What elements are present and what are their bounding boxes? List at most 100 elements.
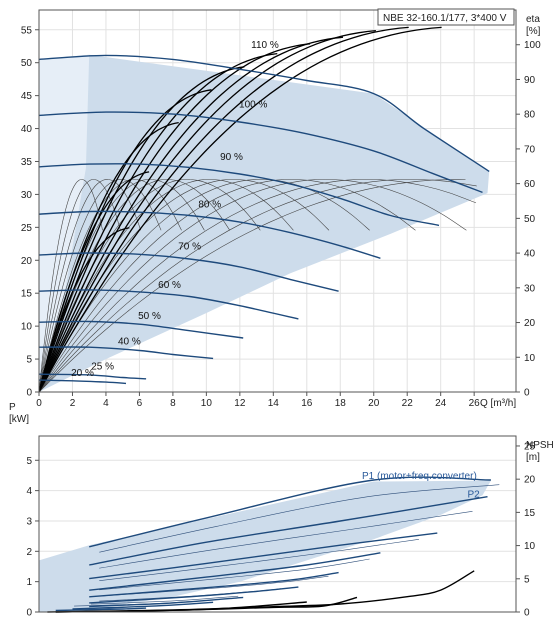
efficiency-curve-thin — [38, 179, 231, 393]
efficiency-curve-thin — [38, 179, 477, 393]
power-curve-label: P2 — [467, 489, 480, 500]
efficiency-curve-thin — [38, 179, 370, 393]
power-chart: P1 (motor+freq.converter)P20123450510152… — [9, 402, 554, 619]
power-curve-label: P1 (motor+freq.converter) — [362, 471, 477, 482]
y-tick-label: 5 — [26, 456, 32, 467]
efficiency-curve — [38, 26, 442, 393]
y2-axis-title: eta — [526, 14, 540, 25]
efficiency-curve-thin — [38, 179, 477, 393]
y2-tick-label: 60 — [524, 179, 536, 190]
y-tick-label: 3 — [26, 516, 32, 527]
speed-curve-label: 60 % — [158, 280, 181, 291]
power-curve — [72, 601, 214, 610]
speed-curve — [38, 373, 147, 380]
speed-curve-label: 25 % — [91, 362, 114, 373]
speed-curve — [38, 346, 214, 360]
power-curve — [89, 476, 491, 548]
power-curve-thin — [90, 595, 239, 605]
efficiency-curve-thin — [38, 179, 261, 393]
x-tick-label: 26 — [469, 398, 481, 409]
speed-curve — [38, 111, 483, 194]
y2-tick-label: 80 — [524, 110, 536, 121]
speed-curve — [38, 252, 339, 292]
y-tick-label: 25 — [21, 223, 33, 234]
efficiency-curve — [38, 66, 245, 393]
efficiency-curve-thin — [38, 179, 103, 393]
y-tick-label: 40 — [21, 124, 33, 135]
title-text: NBE 32-160.1/177, 3*400 V — [383, 13, 507, 24]
power-curve — [89, 532, 438, 580]
efficiency-curve — [38, 26, 409, 393]
y-tick-label: 50 — [21, 58, 33, 69]
y-tick-label: 4 — [26, 486, 32, 497]
speed-curve-label: 110 % — [251, 40, 279, 51]
speed-curve-label: 80 % — [198, 200, 221, 211]
efficiency-curve-thin — [38, 179, 466, 393]
x-tick-label: 22 — [402, 398, 414, 409]
y2-tick-label: 5 — [524, 574, 530, 585]
y2-tick-label: 15 — [524, 508, 536, 519]
head-chart: 110 %100 %90 %80 %70 %60 %50 %40 %25 %20… — [21, 9, 541, 409]
power-curve — [89, 552, 381, 591]
speed-curve-label: 40 % — [118, 337, 141, 348]
x-tick-label: 0 — [36, 398, 42, 409]
x-tick-label: 2 — [70, 398, 76, 409]
y2-tick-label: 20 — [524, 318, 536, 329]
y-tick-label: 30 — [21, 190, 33, 201]
y2-axis-title: [%] — [526, 26, 541, 37]
y2-axis-title: NPSH — [526, 440, 554, 451]
y2-tick-label: 25 — [524, 441, 536, 452]
y2-tick-label: 40 — [524, 249, 536, 260]
y-tick-label: 0 — [26, 608, 32, 619]
efficiency-curve-thin — [38, 179, 467, 393]
efficiency-curve — [38, 29, 376, 393]
operating-envelope — [39, 54, 490, 393]
speed-curve — [38, 210, 381, 259]
y-tick-label: 45 — [21, 91, 33, 102]
power-curve — [89, 596, 244, 608]
y-tick-label: 5 — [26, 355, 32, 366]
efficiency-curve-thin — [38, 179, 330, 393]
power-curve — [89, 586, 299, 604]
y2-tick-label: 10 — [524, 353, 536, 364]
y2-tick-label: 100 — [524, 40, 541, 51]
operating-envelope — [39, 480, 491, 612]
speed-curve-label: 100 % — [239, 99, 267, 110]
y-tick-label: 35 — [21, 157, 33, 168]
y-axis-title: [kW] — [9, 414, 29, 425]
y2-tick-label: 50 — [524, 214, 536, 225]
y-tick-label: 10 — [21, 322, 33, 333]
y2-axis-title: [m] — [526, 452, 540, 463]
x-tick-label: 20 — [368, 398, 380, 409]
speed-curve-label: 70 % — [178, 242, 201, 253]
y2-tick-label: 70 — [524, 144, 536, 155]
efficiency-curve — [38, 36, 344, 393]
power-curve — [55, 607, 147, 612]
y-tick-label: 20 — [21, 256, 33, 267]
speed-curve-label: 90 % — [220, 152, 243, 163]
plot-frame — [38, 9, 517, 393]
y2-tick-label: 30 — [524, 283, 536, 294]
y2-tick-label: 10 — [524, 541, 536, 552]
x-tick-label: 24 — [435, 398, 447, 409]
y-tick-label: 1 — [26, 577, 32, 588]
chart-title: NBE 32-160.1/177, 3*400 V — [377, 8, 515, 26]
y2-tick-label: 90 — [524, 75, 536, 86]
y2-tick-label: 0 — [524, 608, 530, 619]
x-axis-title: Q [m³/h] — [480, 398, 516, 409]
x-tick-label: 6 — [137, 398, 143, 409]
efficiency-curve — [38, 43, 311, 393]
speed-curve — [38, 320, 244, 339]
y-axis-title: P — [9, 402, 16, 413]
y-tick-label: 2 — [26, 547, 32, 558]
x-tick-label: 18 — [335, 398, 347, 409]
power-curve — [89, 496, 488, 566]
x-tick-label: 8 — [170, 398, 176, 409]
y-tick-label: 55 — [21, 25, 33, 36]
y2-tick-label: 20 — [524, 475, 536, 486]
operating-envelope-light — [39, 54, 90, 393]
y-tick-label: 0 — [26, 388, 32, 399]
speed-curve-label: 50 % — [138, 311, 161, 322]
efficiency-curve — [38, 121, 179, 393]
